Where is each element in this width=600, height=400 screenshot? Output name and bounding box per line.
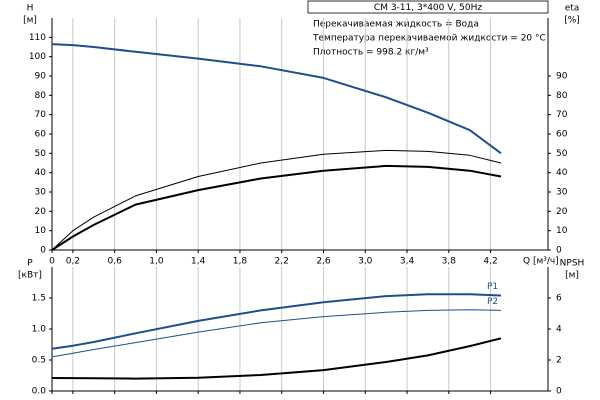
x-tick-label: 1,4 [191, 257, 206, 267]
y2-tick-label: 50 [556, 149, 568, 159]
y2-tick-label: 0 [556, 387, 562, 397]
y2-tick-label: 2 [556, 356, 562, 366]
y-tick-label: 0.0 [32, 387, 47, 397]
y-tick-label: 110 [29, 33, 46, 43]
y-tick-label: 1.5 [32, 294, 46, 304]
y2-tick-label: 60 [556, 130, 568, 140]
y2-axis-unit: [%] [564, 16, 580, 26]
annotation: Температура перекачиваемой жидкости = 20… [312, 34, 546, 44]
x-tick-label: 3,0 [358, 257, 373, 267]
y2-tick-label: 10 [556, 226, 568, 236]
x-tick-label: 1,8 [233, 257, 248, 267]
x-tick-label: 1,0 [149, 257, 164, 267]
y2-tick-label: 40 [556, 168, 568, 178]
y-tick-label: 60 [35, 130, 47, 140]
curve [51, 309, 502, 358]
header-box [307, 0, 549, 14]
y2-axis-label: eta [565, 4, 580, 14]
pump-label: CM 3-11, 3*400 V, 50Hz [374, 3, 482, 13]
y-tick-label: 80 [35, 91, 47, 101]
annotation: Перекачиваемая жидкость = Вода [313, 20, 479, 30]
y-axis-label: H [27, 4, 34, 14]
y2-axis-unit: [м] [565, 271, 579, 281]
y-tick-label: 0.5 [32, 356, 46, 366]
curve [51, 149, 502, 251]
y2-tick-label: 30 [556, 188, 568, 198]
x-tick-label: 2,6 [316, 257, 331, 267]
y-tick-label: 100 [29, 52, 46, 62]
y2-axis-label: NPSH [560, 259, 585, 269]
y2-tick-label: 4 [556, 325, 562, 335]
x-tick-label: 0,6 [107, 257, 122, 267]
curve [51, 43, 502, 155]
y-tick-label: 20 [35, 207, 47, 217]
annotation: Плотность = 998.2 кг/м³ [313, 48, 429, 58]
y2-tick-label: 90 [556, 72, 568, 82]
y2-tick-label: 20 [556, 207, 568, 217]
y-tick-label: 40 [35, 168, 47, 178]
y-axis-unit: [кВт] [18, 271, 42, 281]
x-tick-label: 3,8 [442, 257, 457, 267]
curve [51, 337, 502, 380]
x-tick-label: 3,4 [400, 257, 415, 267]
series-label: P2 [487, 297, 498, 307]
y2-tick-label: 70 [556, 110, 568, 120]
curve [51, 164, 502, 251]
y2-tick-label: 6 [556, 294, 562, 304]
x-axis-label: Q [м³/ч] [523, 257, 559, 267]
y2-tick-label: 0 [556, 246, 562, 256]
x-tick-label: 4,2 [483, 257, 497, 267]
y-axis-label: P [27, 259, 33, 269]
y-tick-label: 90 [35, 72, 47, 82]
x-tick-label: 0,2 [66, 257, 80, 267]
y-tick-label: 0 [40, 246, 46, 256]
y-tick-label: 50 [35, 149, 47, 159]
y-tick-label: 10 [35, 226, 47, 236]
series-label: P1 [487, 282, 498, 292]
x-tick-label: 2,2 [275, 257, 289, 267]
y-tick-label: 30 [35, 188, 47, 198]
y-axis-unit: [м] [23, 16, 37, 26]
y2-tick-label: 80 [556, 91, 568, 101]
y-tick-label: 70 [35, 110, 47, 120]
x-tick-label: 0 [49, 257, 55, 267]
y-tick-label: 1.0 [32, 325, 47, 335]
curve [51, 293, 502, 350]
